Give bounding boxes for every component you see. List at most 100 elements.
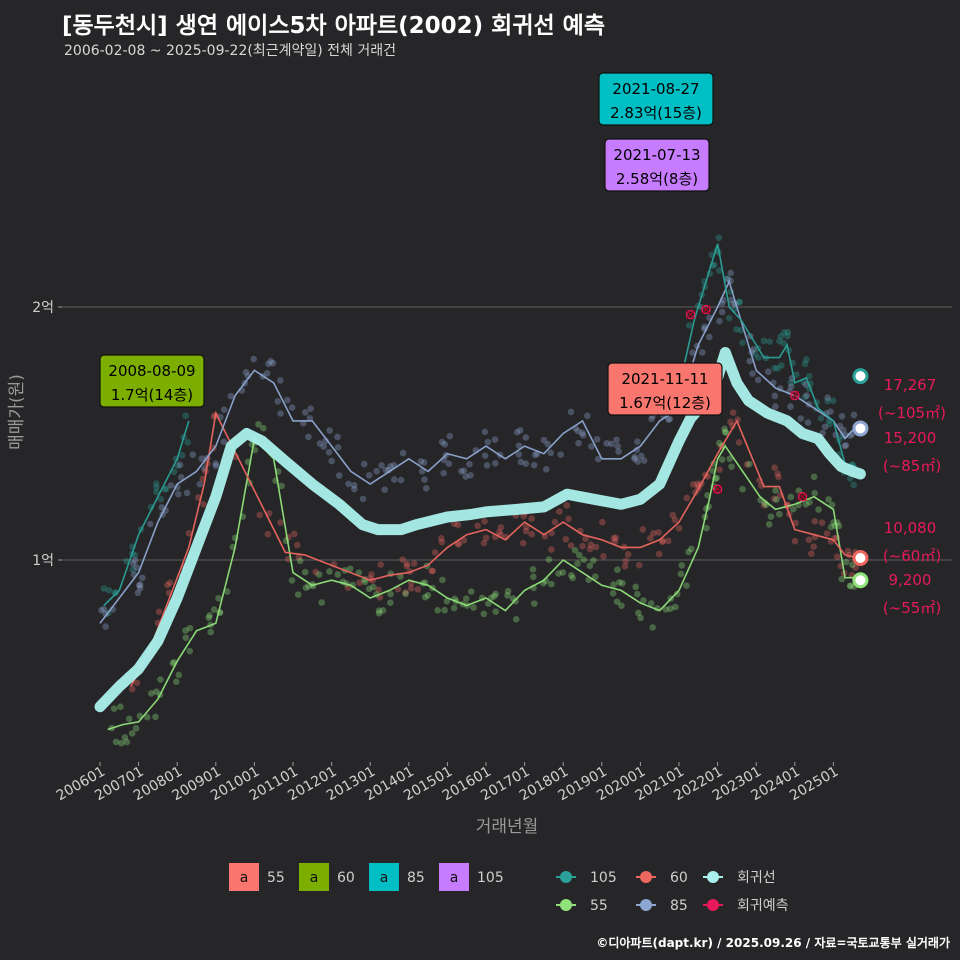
trade-dot-85	[838, 412, 846, 420]
trade-dot-55	[375, 610, 383, 617]
trade-dot-85	[373, 467, 380, 475]
callout-date: 2021-08-27	[612, 80, 699, 98]
trade-dot-55	[512, 597, 519, 605]
trade-dot-60	[639, 526, 647, 533]
prediction-cross	[686, 310, 696, 320]
trade-dot-85	[421, 476, 428, 483]
callout-date: 2021-11-11	[621, 370, 708, 388]
trade-dot-85	[196, 480, 204, 488]
trade-dot-85	[665, 416, 672, 423]
trade-dot-105	[793, 371, 800, 378]
trade-dot-60	[414, 586, 422, 593]
prediction-cross	[798, 492, 807, 502]
end-value-60: 10,080	[884, 519, 937, 537]
end-value-105: 17,267	[884, 376, 937, 394]
trade-dot-85	[574, 427, 582, 435]
trade-dot-105	[760, 337, 768, 345]
trade-dot-60	[164, 581, 171, 589]
callout-price: 2.83억(15층)	[610, 104, 702, 122]
trade-dot-60	[295, 554, 303, 561]
trade-dot-55	[613, 598, 621, 605]
callout-box	[598, 72, 714, 126]
trade-dot-60	[818, 519, 826, 526]
legend-box-letter: a	[380, 870, 389, 886]
trade-dot-105	[725, 314, 733, 322]
end-value-55: 9,200	[889, 571, 932, 589]
trade-dot-85	[397, 476, 405, 484]
trade-dot-85	[491, 436, 499, 443]
trade-dot-55	[318, 599, 326, 606]
callout-box	[99, 354, 205, 408]
trade-dot-55	[361, 578, 369, 586]
trade-dot-55	[143, 713, 151, 721]
trade-dot-60	[655, 529, 662, 536]
trade-dot-55	[672, 603, 679, 611]
prediction-marker	[712, 484, 723, 494]
trade-dot-60	[563, 502, 571, 509]
trade-dot-85	[467, 472, 474, 479]
trade-dot-85	[334, 443, 342, 451]
trade-dot-85	[481, 452, 489, 460]
trade-dot-55	[842, 558, 850, 566]
trade-dot-85	[718, 308, 726, 316]
trade-dot-55	[773, 496, 780, 504]
trade-dot-85	[821, 423, 829, 431]
trade-dot-55	[683, 582, 690, 589]
trade-dot-85	[445, 460, 453, 468]
trade-dot-55	[434, 606, 441, 614]
trade-dot-55	[421, 593, 429, 601]
trade-dot-60	[368, 571, 375, 578]
trade-dot-60	[375, 586, 382, 594]
trade-dot-55	[365, 585, 373, 593]
trade-dot-85	[689, 349, 696, 357]
trade-dot-85	[588, 443, 595, 450]
trade-dot-60	[567, 542, 575, 549]
trade-dot-55	[369, 583, 377, 591]
trade-dot-55	[634, 590, 641, 598]
trade-dot-60	[792, 519, 799, 527]
trade-dot-55	[379, 607, 387, 614]
trade-dot-55	[450, 604, 458, 612]
trade-dot-55	[846, 582, 854, 590]
trade-dot-105	[805, 372, 813, 380]
trade-dot-105	[784, 328, 792, 336]
legend-line-label: 회귀예측	[737, 898, 789, 914]
trade-dot-60	[694, 480, 701, 488]
trade-dot-85	[491, 459, 499, 467]
trade-dot-55	[847, 582, 854, 590]
trade-dot-55	[186, 647, 194, 655]
trade-dot-55	[815, 506, 822, 513]
trade-dot-55	[811, 489, 818, 497]
trade-dot-55	[387, 599, 394, 607]
trade-dot-55	[112, 738, 120, 746]
legend-box-letter: a	[310, 870, 319, 886]
trade-dot-60	[428, 567, 435, 575]
trade-dot-60	[551, 518, 559, 526]
trade-dot-55	[110, 705, 118, 712]
trade-dot-55	[649, 624, 656, 631]
trade-dot-105	[182, 412, 189, 420]
trade-dot-60	[344, 584, 352, 592]
trade-dot-60	[431, 549, 439, 556]
trade-dot-85	[615, 448, 622, 455]
trade-dot-55	[157, 676, 164, 683]
trade-dot-55	[849, 561, 856, 569]
trade-dot-105	[800, 378, 807, 386]
trade-dot-55	[346, 565, 354, 573]
trade-dot-60	[760, 501, 768, 509]
trade-dot-60	[556, 508, 563, 515]
trade-dot-55	[718, 456, 726, 463]
trade-dot-85	[365, 472, 373, 479]
end-marker-55	[852, 572, 869, 589]
trade-dot-55	[739, 485, 746, 493]
trade-dot-85	[804, 419, 812, 426]
trade-dot-60	[587, 541, 595, 548]
trade-dot-85	[198, 455, 206, 462]
trade-dot-60	[743, 461, 751, 468]
trade-dot-55	[355, 569, 363, 576]
trade-dot-55	[765, 521, 773, 528]
trade-dot-85	[557, 451, 564, 458]
trade-dot-60	[791, 537, 799, 545]
